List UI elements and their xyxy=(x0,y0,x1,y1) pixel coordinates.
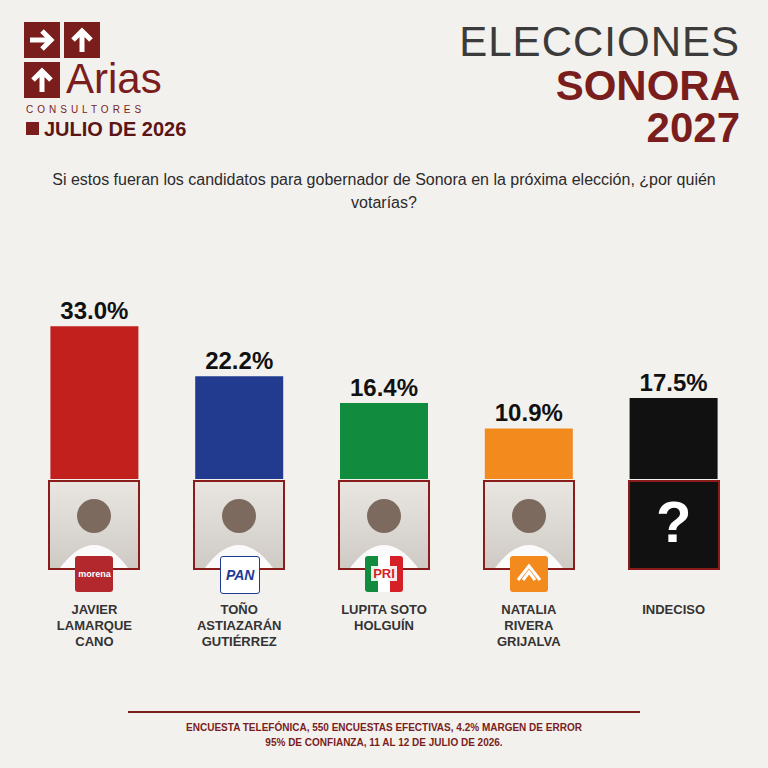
html-text:2027: 2027 xyxy=(646,104,740,151)
svg-text:22.2%: 22.2% xyxy=(205,347,273,374)
svg-text:CANO: CANO xyxy=(75,634,113,649)
svg-text:JAVIER: JAVIER xyxy=(71,602,118,617)
html-text:95% DE CONFIANZA, 11 AL 12 DE: 95% DE CONFIANZA, 11 AL 12 DE JULIO DE 2… xyxy=(265,737,503,748)
html-text:PRI: PRI xyxy=(373,566,395,581)
svg-text:33.0%: 33.0% xyxy=(60,297,128,324)
html-text:SONORA: SONORA xyxy=(555,62,740,109)
svg-text:GRIJALVA: GRIJALVA xyxy=(497,634,561,649)
svg-text:ASTIAZARÁN: ASTIAZARÁN xyxy=(197,618,282,633)
html-text:Arias: Arias xyxy=(66,55,162,102)
svg-text:TOÑO: TOÑO xyxy=(221,602,258,617)
html-text:ENCUESTA TELEFÓNICA, 550 ENCUE: ENCUESTA TELEFÓNICA, 550 ENCUESTAS EFECT… xyxy=(186,722,582,733)
svg-text:NATALIA: NATALIA xyxy=(501,602,557,617)
html-text:morena: morena xyxy=(78,569,111,579)
html-text:PAN: PAN xyxy=(225,567,255,583)
svg-text:17.5%: 17.5% xyxy=(640,369,708,396)
svg-text:10.9%: 10.9% xyxy=(495,399,563,426)
svg-text:LUPITA SOTO: LUPITA SOTO xyxy=(341,602,427,617)
html-text:ELECCIONES: ELECCIONES xyxy=(459,18,740,65)
svg-text:GUTIÉRREZ: GUTIÉRREZ xyxy=(202,634,277,649)
svg-text:INDECISO: INDECISO xyxy=(642,602,705,617)
svg-text:16.4%: 16.4% xyxy=(350,374,418,401)
html-text:CONSULTORES: CONSULTORES xyxy=(26,104,146,115)
svg-text:RIVERA: RIVERA xyxy=(504,618,554,633)
html-text:Si estos fueran los candidatos: Si estos fueran los candidatos para gobe… xyxy=(52,171,716,211)
html-text:JULIO DE 2026: JULIO DE 2026 xyxy=(44,118,187,140)
svg-text:LAMARQUE: LAMARQUE xyxy=(57,618,132,633)
svg-text:HOLGUÍN: HOLGUÍN xyxy=(354,618,414,633)
